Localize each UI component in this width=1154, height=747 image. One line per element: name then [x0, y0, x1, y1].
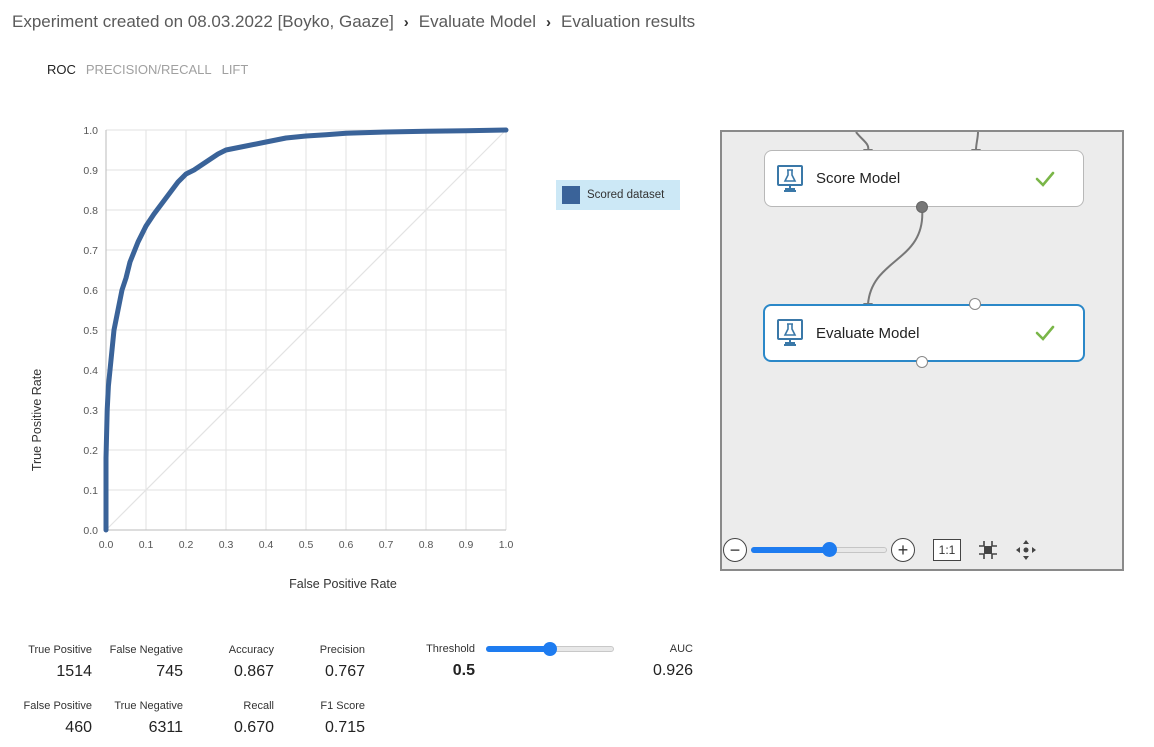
- score-model-module[interactable]: Score Model: [764, 150, 1084, 207]
- metric-value: 460: [65, 719, 92, 736]
- y-tick-label: 1.0: [83, 125, 98, 137]
- metric-value: 0.926: [652, 662, 693, 679]
- breadcrumb: Experiment created on 08.03.2022 [Boyko,…: [12, 12, 695, 32]
- tab-lift[interactable]: LIFT: [221, 62, 249, 77]
- y-tick-label: 0.0: [83, 525, 98, 537]
- x-tick-label: 0.4: [259, 539, 274, 551]
- metric-label: F1 Score: [320, 700, 365, 712]
- x-tick-label: 0.3: [219, 539, 234, 551]
- metric-value: 0.670: [233, 719, 274, 736]
- breadcrumb-evaluate-model[interactable]: Evaluate Model: [418, 12, 536, 31]
- breadcrumb-experiment[interactable]: Experiment created on 08.03.2022 [Boyko,…: [12, 12, 394, 31]
- evaluate-model-label: Evaluate Model: [816, 324, 920, 342]
- zoom-out-icon[interactable]: −: [723, 538, 747, 562]
- x-tick-label: 0.1: [139, 539, 154, 551]
- metric-label: False Negative: [109, 644, 183, 656]
- legend-label: Scored dataset: [587, 189, 665, 201]
- metric-true-positive: True Positive 1514: [28, 644, 92, 681]
- y-tick-label: 0.9: [83, 165, 98, 177]
- x-tick-label: 0.9: [459, 539, 474, 551]
- roc-curve-line: [103, 127, 509, 533]
- x-tick-label: 0.8: [419, 539, 434, 551]
- x-axis-label: False Positive Rate: [289, 577, 397, 591]
- metric-label: Precision: [319, 644, 365, 656]
- chart-series: [103, 127, 509, 533]
- metric-false-positive: False Positive 460: [24, 700, 92, 737]
- zoom-reset-button[interactable]: 1:1: [933, 539, 961, 561]
- random-baseline-line: [105, 129, 507, 531]
- x-tick-label: 0.6: [339, 539, 354, 551]
- evaluate-model-input-port-right[interactable]: [969, 298, 981, 310]
- x-tick-label: 0.5: [299, 539, 314, 551]
- metric-label: False Positive: [23, 700, 92, 712]
- chart-ticks: 0.0 0.1 0.2 0.3 0.4 0.5 0.6 0.7 0.8 0.9 1.0 0.0 0.1 0…: [83, 125, 513, 551]
- metric-label: Threshold: [426, 643, 475, 655]
- metric-value: 6311: [148, 719, 183, 736]
- metric-false-negative: False Negative 745: [110, 644, 183, 681]
- evaluate-model-module[interactable]: Evaluate Model: [763, 304, 1085, 362]
- roc-chart: 0.0 0.1 0.2 0.3 0.4 0.5 0.6 0.7 0.8 0.9 1.0 0.0 0.1 0…: [30, 125, 513, 591]
- metric-label: AUC: [669, 643, 693, 655]
- y-tick-label: 0.5: [83, 325, 98, 337]
- metric-label: Recall: [243, 700, 274, 712]
- x-tick-label: 1.0: [499, 539, 514, 551]
- score-model-label: Score Model: [816, 170, 901, 187]
- fit-to-screen-icon[interactable]: [977, 539, 999, 561]
- metric-f1-score: F1 Score 0.715: [320, 700, 365, 737]
- threshold-slider[interactable]: [486, 642, 614, 656]
- tab-roc[interactable]: ROC: [47, 62, 76, 77]
- metric-recall: Recall 0.670: [234, 700, 274, 737]
- check-icon: [1035, 325, 1055, 341]
- zoom-slider[interactable]: [751, 538, 887, 562]
- breadcrumb-separator-icon: ›: [403, 13, 409, 31]
- y-tick-label: 0.8: [83, 205, 98, 217]
- metric-value: 1514: [56, 663, 92, 680]
- metric-label: True Negative: [114, 700, 183, 712]
- check-icon: [1035, 171, 1055, 187]
- metric-value: 745: [156, 663, 183, 680]
- metric-value: 0.767: [324, 663, 365, 680]
- breadcrumb-separator-icon: ›: [545, 13, 551, 31]
- tab-precision-recall[interactable]: PRECISION/RECALL: [85, 62, 212, 77]
- y-axis-label: True Positive Rate: [30, 369, 44, 471]
- score-model-output-port[interactable]: [916, 201, 928, 213]
- metric-precision: Precision 0.767: [320, 644, 365, 681]
- metric-label: Accuracy: [228, 644, 274, 656]
- zoom-slider-handle[interactable]: [821, 542, 837, 557]
- y-tick-label: 0.6: [83, 285, 98, 297]
- metric-auc: AUC 0.926: [653, 643, 693, 680]
- chart-legend[interactable]: Scored dataset: [556, 180, 680, 210]
- threshold-slider-handle[interactable]: [543, 642, 557, 656]
- zoom-in-icon[interactable]: +: [891, 538, 915, 562]
- canvas-zoom-toolbar: − + 1:1: [723, 538, 1037, 562]
- metric-value: 0.5: [452, 662, 475, 679]
- chart-tabs: ROC PRECISION/RECALL LIFT: [47, 62, 248, 77]
- y-tick-label: 0.3: [83, 405, 98, 417]
- y-tick-label: 0.4: [83, 365, 98, 377]
- metric-threshold: Threshold 0.5: [426, 643, 475, 680]
- metric-label: True Positive: [28, 644, 92, 656]
- threshold-slider-fill: [486, 646, 550, 652]
- legend-swatch: [562, 186, 580, 204]
- y-tick-label: 0.7: [83, 245, 98, 257]
- x-tick-label: 0.7: [379, 539, 394, 551]
- x-tick-label: 0.2: [179, 539, 194, 551]
- y-tick-label: 0.1: [83, 485, 98, 497]
- metric-value: 0.715: [324, 719, 365, 736]
- experiment-canvas[interactable]: Score Model Evaluate Model: [720, 130, 1124, 571]
- evaluate-model-output-port[interactable]: [916, 356, 928, 368]
- y-tick-label: 0.2: [83, 445, 98, 457]
- metric-accuracy: Accuracy 0.867: [229, 644, 274, 681]
- pan-icon[interactable]: [1015, 539, 1037, 561]
- zoom-slider-fill: [751, 547, 829, 553]
- x-tick-label: 0.0: [99, 539, 114, 551]
- flask-monitor-icon: [777, 319, 803, 346]
- metric-value: 0.867: [233, 663, 274, 680]
- metric-true-negative: True Negative 6311: [114, 700, 183, 737]
- breadcrumb-evaluation-results: Evaluation results: [560, 12, 696, 31]
- flask-monitor-icon: [777, 164, 803, 192]
